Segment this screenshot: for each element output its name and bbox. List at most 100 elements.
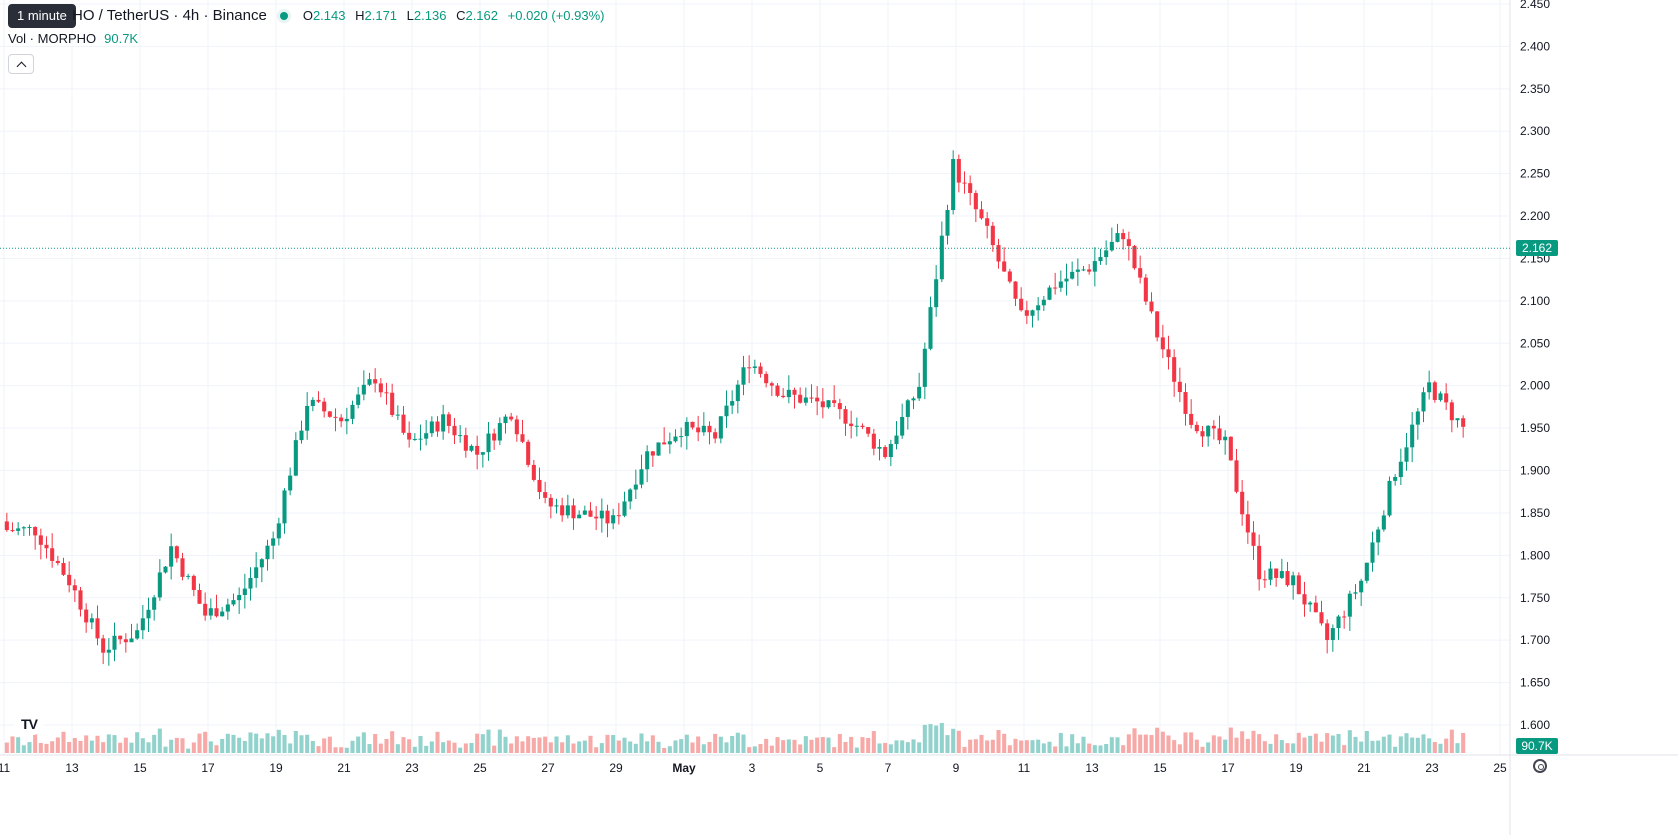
price-tick-label: 2.450 [1520,0,1550,11]
symbol-title[interactable]: HO / TetherUS · 4h · Binance [72,7,267,24]
volume-bar [1268,743,1273,753]
volume-bar [565,735,570,753]
volume-bar [1087,743,1092,753]
candle-body [628,489,633,502]
volume-bar [951,728,956,753]
candle-body [633,484,638,490]
volume-bar [1200,746,1205,753]
candle-body [905,400,910,417]
volume-bar [928,724,933,753]
price-tick-label: 1.850 [1520,506,1550,520]
volume-bar [152,734,157,753]
tradingview-logo-icon[interactable]: TV [14,713,44,735]
volume-bar [1019,740,1024,753]
volume-bar [1064,746,1069,753]
candle-body [469,445,474,451]
candle-body [588,510,593,517]
candle-body [917,386,922,399]
volume-bar [1359,741,1364,753]
volume-bar [1041,743,1046,753]
status-dot-icon [276,9,291,23]
chart-legend: HO / TetherUS · 4h · Binance O2.143 H2.1… [8,6,611,26]
volume-bar [271,736,276,753]
volume-bar [996,729,1001,753]
candle-body [1109,241,1114,251]
volume-bar [101,742,106,753]
volume-bar [866,737,871,753]
candle-body [1330,628,1335,640]
candle-body [231,600,236,605]
candle-body [1075,269,1080,272]
candle-body [1104,250,1109,258]
candle-body [707,425,712,433]
settings-icon[interactable] [1533,759,1547,773]
volume-bar [1313,733,1318,753]
volume-bar [1251,730,1256,753]
candle-body [1166,349,1171,358]
volume-bar [718,736,723,753]
candle-body [72,585,77,591]
time-tick-label: 13 [65,761,79,775]
candle-body [1138,268,1143,278]
volume-bar [798,744,803,753]
candle-body [922,348,927,387]
volume-bar [667,746,672,753]
candle-body [582,510,587,515]
candle-body [724,405,729,417]
candle-body [622,501,627,516]
volume-bar [242,740,247,753]
volume-bar [344,747,349,753]
candle-body [157,572,162,598]
volume-bar [441,742,446,753]
volume-bar [225,733,230,753]
volume-bar [911,739,916,753]
candle-body [101,638,106,653]
volume-bar [543,736,548,753]
candle-body [911,398,916,401]
volume-bar [1155,727,1160,753]
volume-bar [1194,739,1199,753]
candle-body [407,432,412,440]
volume-bar [764,738,769,753]
candle-body [288,475,293,491]
candle-body [1172,357,1177,382]
volume-bar [1058,732,1063,753]
volume-bar [792,739,797,753]
candle-body [1313,602,1318,613]
candle-body [1211,425,1216,429]
candle-body [684,421,689,437]
candle-body [656,442,661,456]
time-tick-label: 5 [817,761,824,775]
volume-bar [577,741,582,753]
candle-body [123,639,128,643]
candle-body [1296,575,1301,595]
volume-bar [1432,742,1437,753]
volume-bar [645,741,650,753]
candle-body [1007,271,1012,282]
candle-body [1364,562,1369,581]
candle-body [458,435,463,437]
volume-bar [214,745,219,753]
volume-bar [350,740,355,753]
volume-bar [412,746,417,753]
candle-body [67,574,72,586]
candle-body [197,590,202,604]
volume-bar [1274,734,1279,753]
candle-body [322,401,327,412]
volume-bar [1013,738,1018,753]
candle-body [1036,305,1041,311]
candle-body [645,451,650,470]
volume-bar [1279,740,1284,753]
price-tick-label: 2.200 [1520,209,1550,223]
candle-body [293,440,298,476]
collapse-legend-button[interactable] [8,54,34,74]
volume-bar [50,741,55,753]
volume-bar [735,732,740,753]
volume-bar [55,737,60,753]
volume-bar [843,741,848,753]
volume-bar [265,733,270,753]
volume-bar [327,736,332,753]
volume-bar [452,742,457,753]
candle-body [543,492,548,498]
